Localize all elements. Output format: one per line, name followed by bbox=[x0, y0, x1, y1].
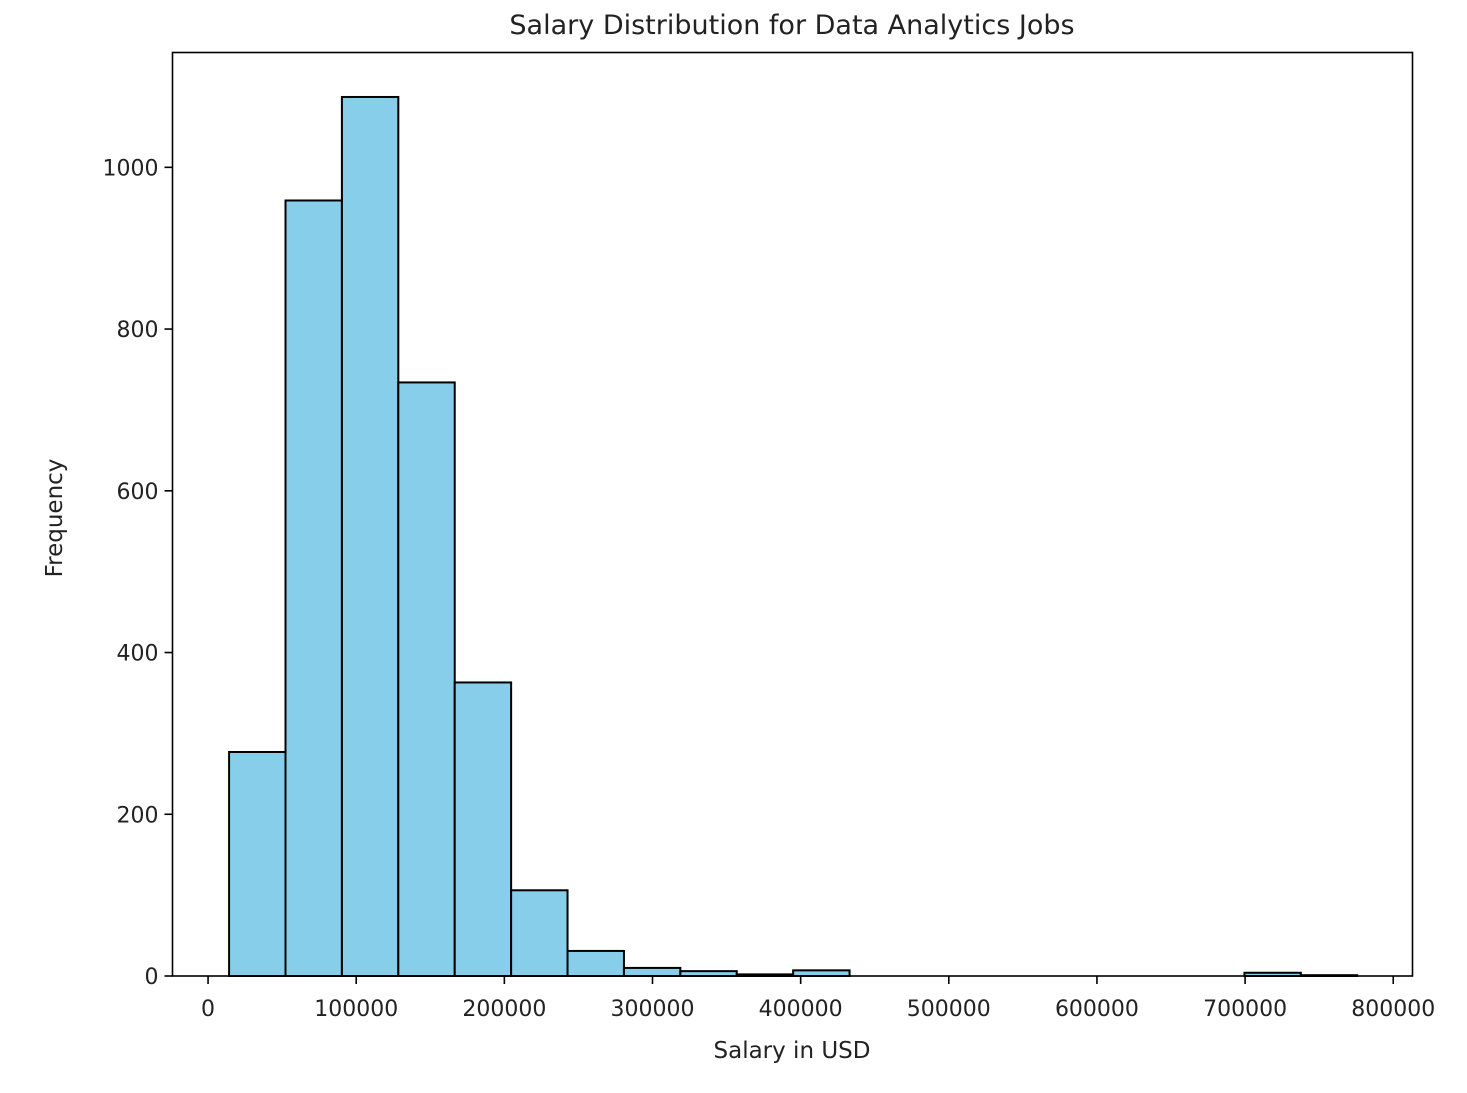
x-tick-label: 300000 bbox=[611, 997, 695, 1022]
x-tick-label: 0 bbox=[201, 997, 215, 1022]
histogram-bar bbox=[453, 681, 513, 977]
x-tick-label: 800000 bbox=[1351, 997, 1435, 1022]
histogram-bar bbox=[792, 969, 851, 977]
histogram-bar bbox=[622, 966, 682, 978]
y-tick-label: 400 bbox=[117, 642, 159, 667]
x-tick-label: 200000 bbox=[462, 997, 546, 1022]
x-tick-label: 600000 bbox=[1055, 997, 1139, 1022]
y-tick-label: 800 bbox=[117, 318, 159, 343]
y-tick-label: 200 bbox=[117, 803, 159, 828]
y-tick-label: 600 bbox=[117, 480, 159, 505]
y-tick-label: 0 bbox=[145, 965, 159, 990]
chart-title: Salary Distribution for Data Analytics J… bbox=[509, 10, 1074, 41]
plot-frame bbox=[171, 51, 1414, 977]
ticks-group: 0 100000 200000 300000 400000 500000 600000 700… bbox=[103, 156, 1436, 1022]
x-tick-label: 500000 bbox=[907, 997, 991, 1022]
histogram-bar bbox=[397, 381, 456, 977]
histogram-bar bbox=[566, 949, 625, 978]
histogram-bar bbox=[228, 750, 287, 977]
histogram-bar bbox=[510, 889, 569, 977]
x-tick-label: 100000 bbox=[314, 997, 398, 1022]
x-axis-label: Salary in USD bbox=[714, 1038, 871, 1064]
y-axis-label: Frequency bbox=[42, 459, 68, 578]
x-tick-label: 400000 bbox=[759, 997, 843, 1022]
y-tick-label: 1000 bbox=[103, 156, 159, 181]
histogram-bar bbox=[284, 199, 343, 977]
x-tick-label: 700000 bbox=[1203, 997, 1287, 1022]
bars-group bbox=[228, 95, 1359, 978]
histogram-bar bbox=[340, 95, 400, 977]
